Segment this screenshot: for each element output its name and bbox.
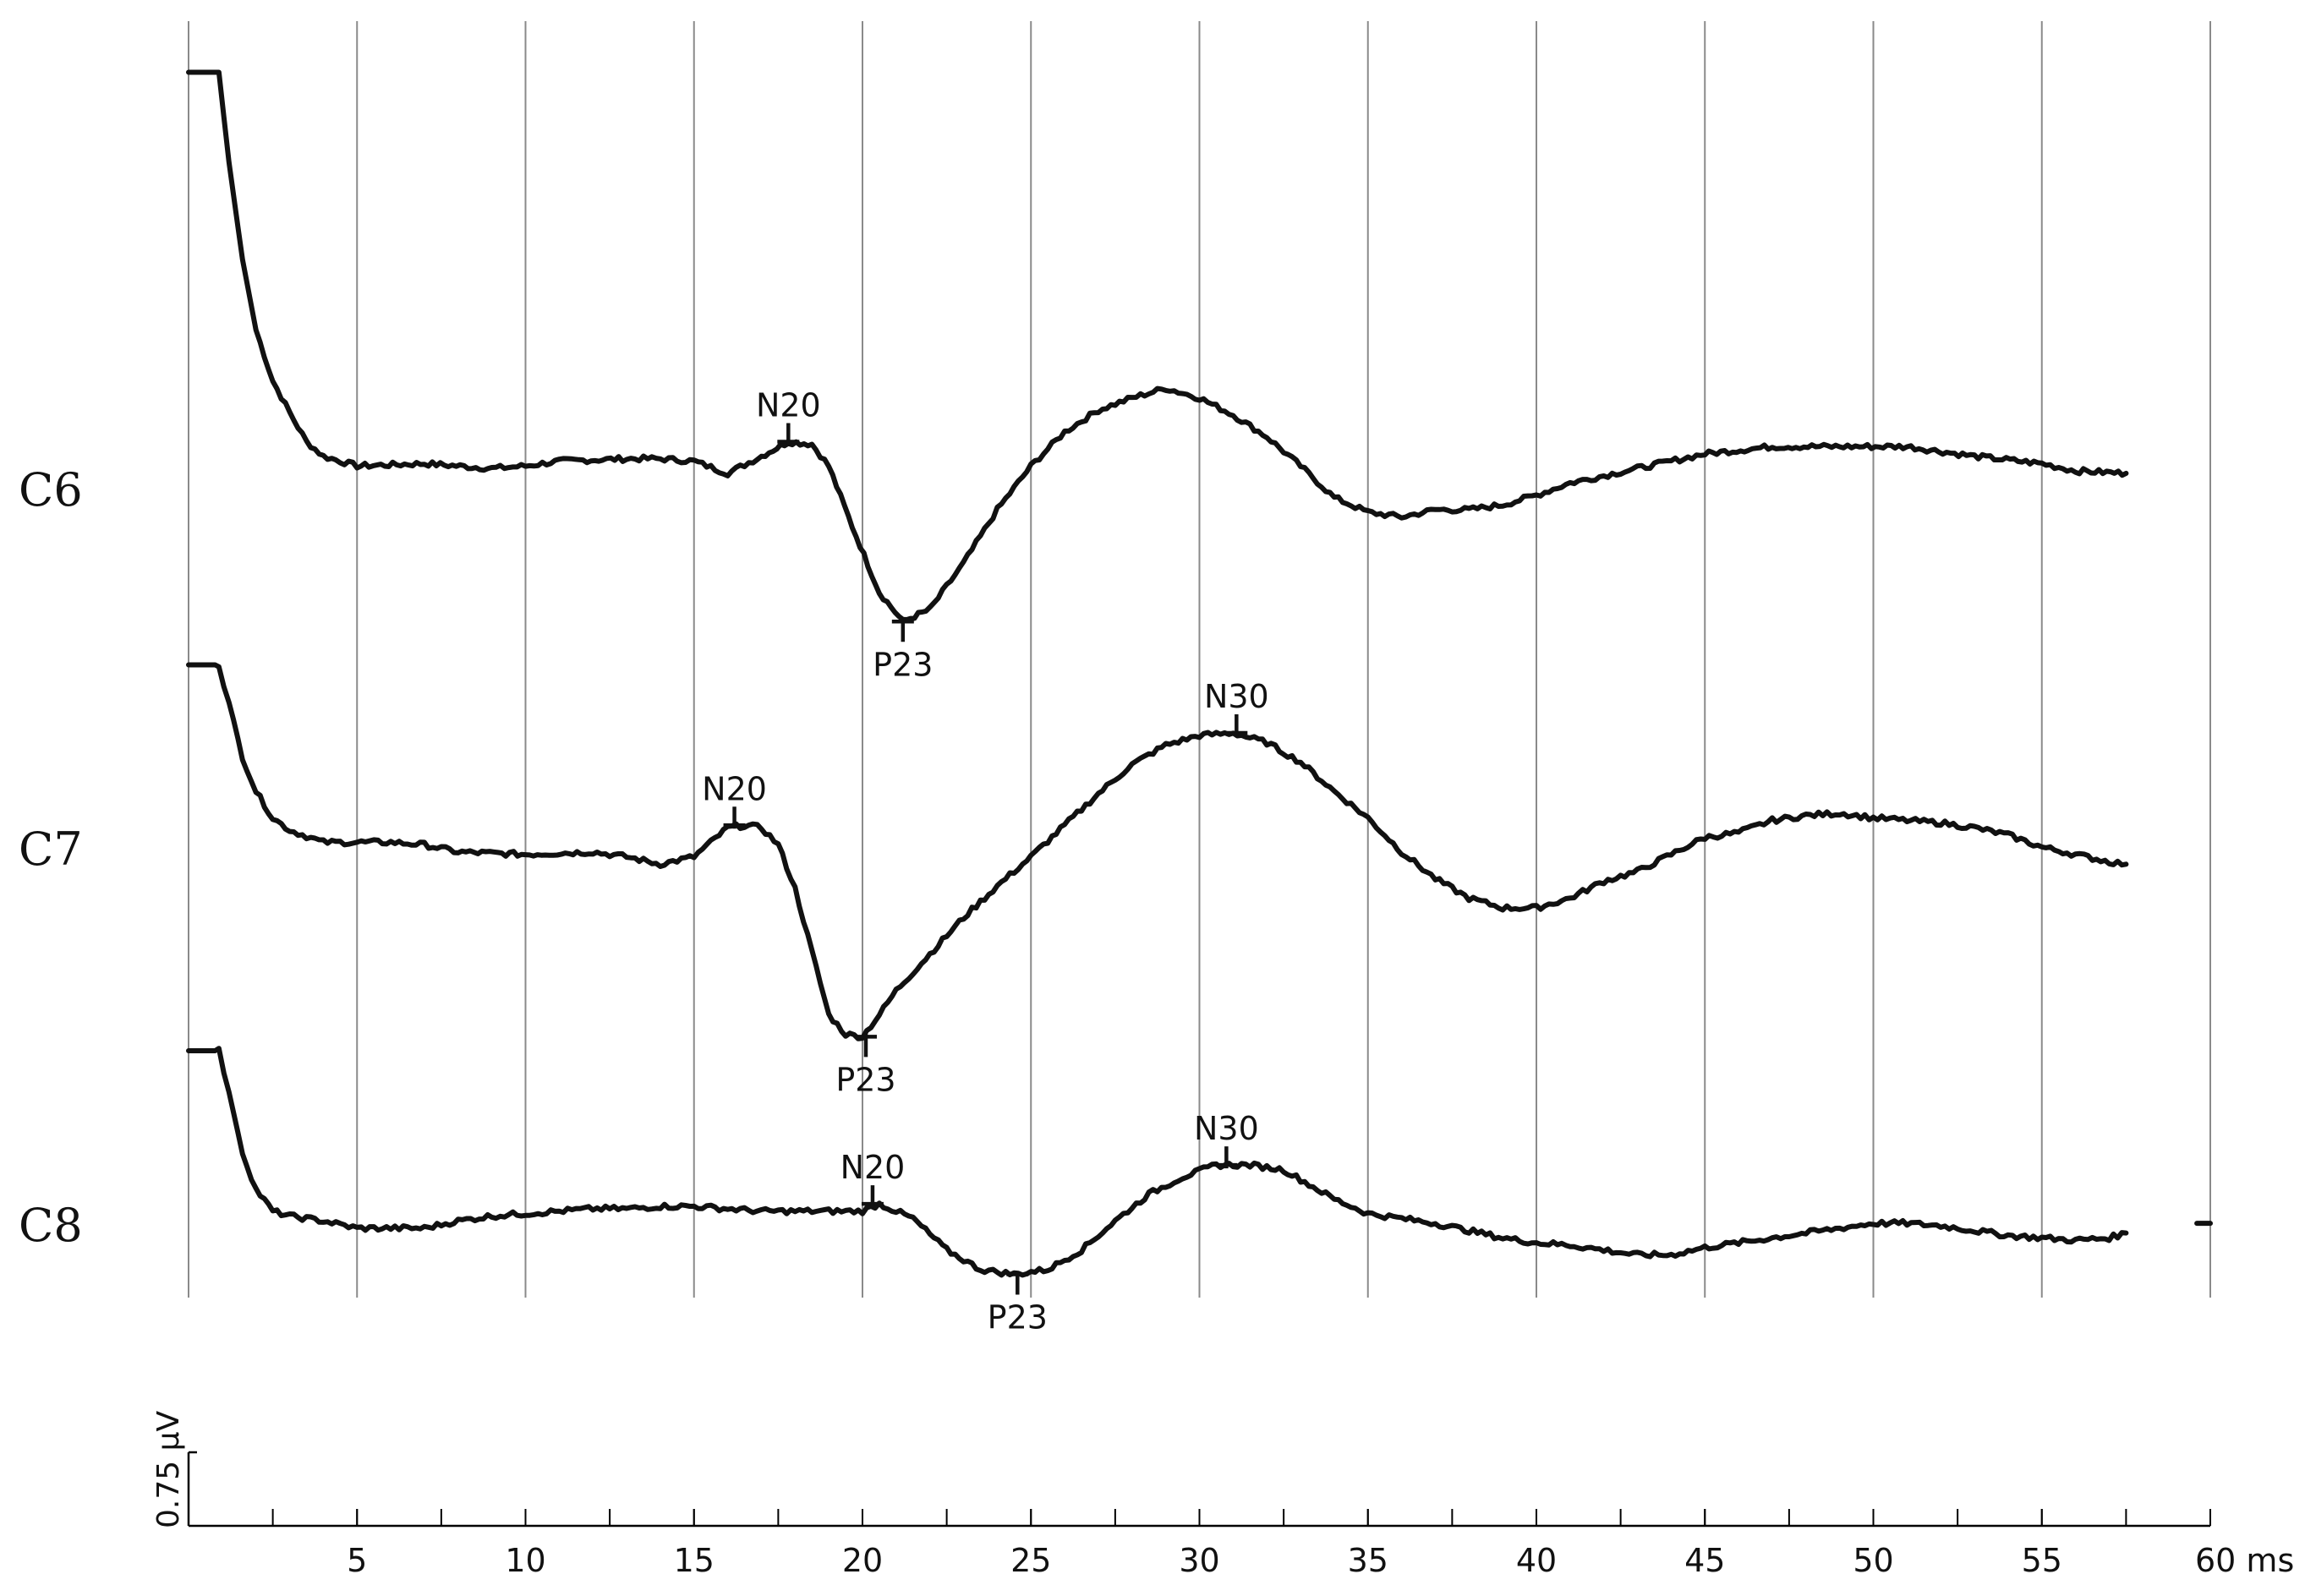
x-tick-label-20: 20 [842, 1542, 883, 1579]
channel-label-c6: C6 [19, 463, 83, 517]
x-tick-label-50: 50 [1853, 1542, 1893, 1579]
peak-label-c7-n20: N20 [702, 770, 767, 807]
channel-label-c7: C7 [19, 823, 83, 876]
peak-label-c8-n20: N20 [840, 1149, 906, 1186]
time-axis: 5 10 15 20 25 30 35 40 45 50 55 60 ms [188, 1509, 2294, 1579]
amplitude-scale-bar: 0.75 µV [151, 1410, 197, 1528]
x-tick-label-60: 60 ms [2195, 1542, 2294, 1579]
trace-c7 [186, 662, 2129, 1041]
peak-label-c6-n20: N20 [756, 387, 821, 424]
trace-c6 [186, 69, 2129, 622]
x-tick-label-25: 25 [1010, 1542, 1051, 1579]
channel-labels: C6 C7 C8 [19, 463, 83, 1252]
peak-markers: N20 P23 N20 P23 N30 N20 P23 N30 [702, 387, 1269, 1336]
trace-c8 [186, 1046, 2129, 1278]
peak-label-c8-n30: N30 [1194, 1110, 1259, 1147]
x-tick-label-30: 30 [1179, 1542, 1219, 1579]
peak-label-c6-p23: P23 [873, 646, 933, 683]
peak-label-c7-p23: P23 [835, 1061, 895, 1098]
channel-label-c8: C8 [19, 1199, 83, 1252]
x-tick-label-10: 10 [505, 1542, 545, 1579]
x-tick-label-55: 55 [2022, 1542, 2062, 1579]
peak-label-c7-n30: N30 [1204, 678, 1269, 715]
x-tick-label-45: 45 [1684, 1542, 1725, 1579]
peak-label-c8-p23: P23 [988, 1299, 1048, 1336]
x-tick-label-15: 15 [674, 1542, 715, 1579]
x-tick-label-5: 5 [347, 1542, 367, 1579]
x-tick-label-40: 40 [1516, 1542, 1557, 1579]
x-tick-label-35: 35 [1348, 1542, 1388, 1579]
scale-bar-label: 0.75 µV [151, 1410, 186, 1528]
grid-lines [188, 21, 2211, 1298]
traces [186, 69, 2213, 1278]
